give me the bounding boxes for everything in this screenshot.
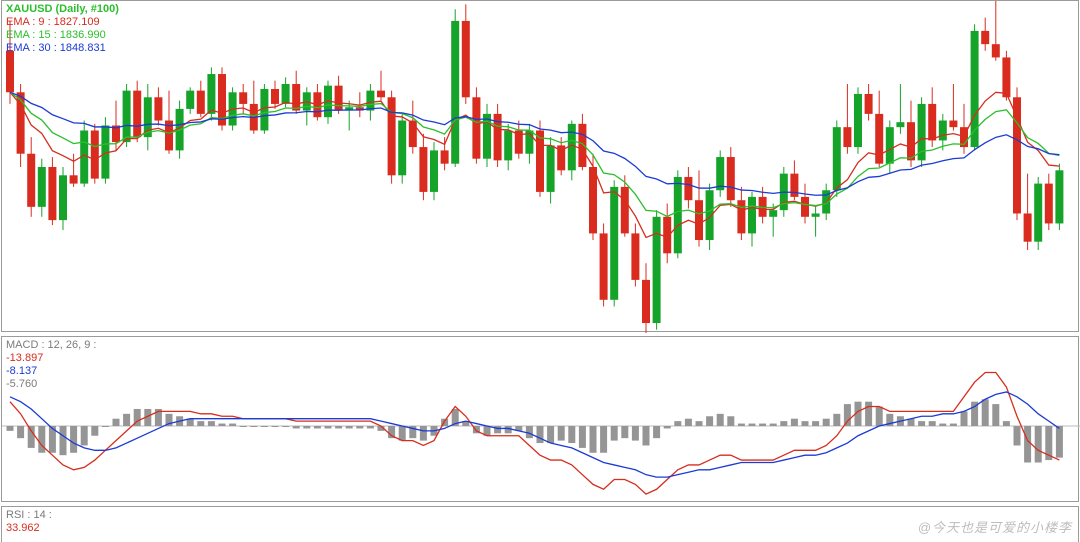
macd-svg — [2, 337, 1080, 503]
watermark-text: @今天也是可爱的小楼李 — [918, 517, 1072, 536]
rsi-legend-text: RSI : 14 : 33.962 — [6, 509, 52, 535]
macd-panel[interactable]: MACD : 12, 26, 9 : -13.897 -8.137 -5.760 — [1, 336, 1079, 502]
price-chart-panel[interactable]: XAUUSD (Daily, #100) EMA : 9 : 1827.109 … — [1, 0, 1079, 332]
price-chart-svg — [2, 1, 1080, 333]
rsi-legend: RSI : 14 : 33.962 — [6, 509, 52, 535]
